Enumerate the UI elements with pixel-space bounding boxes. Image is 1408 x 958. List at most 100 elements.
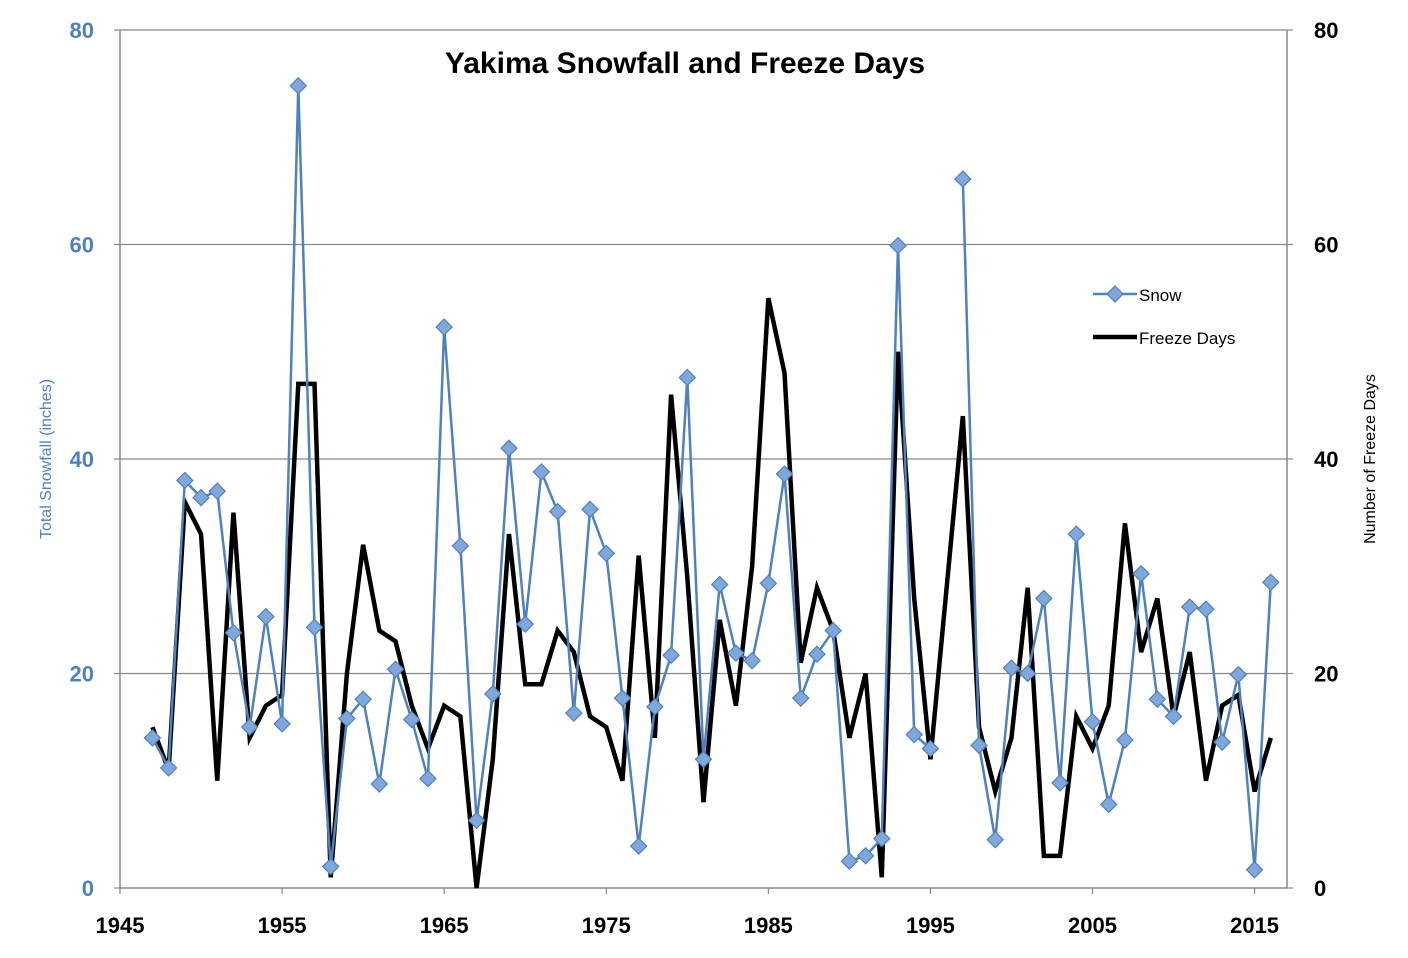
y-right-tick-label: 0 [1314, 876, 1326, 901]
snow-point-1956 [289, 76, 308, 95]
snow-point-1978 [646, 697, 664, 716]
snow-point-1977 [629, 837, 648, 856]
snow-point-2002 [1035, 589, 1053, 608]
axes [114, 29, 1293, 894]
x-tick-label: 1995 [906, 913, 955, 938]
snow-point-1967 [467, 811, 486, 830]
snow-point-1993 [889, 236, 907, 255]
x-tick-label: 1955 [258, 913, 307, 938]
y-right-tick-label: 20 [1314, 662, 1338, 687]
snow-point-1963 [402, 710, 421, 729]
snow-point-1999 [986, 830, 1005, 849]
y-left-tick-label: 80 [70, 18, 94, 43]
snow-point-2007 [1116, 731, 1134, 749]
snow-point-1983 [727, 644, 745, 662]
snow-point-1969 [500, 439, 518, 458]
gridlines [120, 29, 1287, 675]
snow-point-2006 [1099, 795, 1118, 814]
snow-point-1975 [597, 544, 616, 563]
snow-point-1971 [532, 463, 551, 481]
tick-labels: 0 20 40 60 80 0 20 40 60 80 1945 1955 1965 1975 1985 19… [70, 18, 1339, 938]
snow-point-2004 [1067, 525, 1086, 543]
snow-point-1992 [872, 829, 891, 848]
snow-point-1990 [840, 852, 859, 871]
snow-point-2008 [1132, 564, 1150, 583]
snow-point-1952 [224, 623, 243, 642]
snow-point-1974 [581, 500, 599, 519]
freeze-days-line [150, 297, 1273, 889]
snow-point-1965 [435, 318, 454, 336]
y-left-tick-label: 60 [70, 233, 94, 258]
snow-point-1994 [905, 725, 924, 744]
snow-point-1951 [208, 482, 227, 501]
snow-point-2010 [1164, 707, 1183, 726]
y-left-tick-label: 20 [70, 662, 94, 687]
chart-title: Yakima Snowfall and Freeze Days [445, 47, 925, 80]
snow-point-1995 [921, 739, 940, 758]
x-tick-label: 1975 [582, 913, 631, 938]
snow-point-2000 [1002, 659, 1021, 677]
snow-point-1985 [759, 574, 778, 593]
y-right-tick-label: 60 [1314, 233, 1338, 258]
snow-point-1972 [548, 502, 567, 521]
snow-point-1981 [694, 750, 713, 769]
snow-point-1987 [791, 689, 810, 708]
snow-point-1986 [775, 465, 794, 483]
snow-point-2001 [1018, 664, 1037, 683]
snow-point-1957 [305, 618, 324, 637]
x-tick-label: 1945 [96, 913, 145, 938]
snow-point-1953 [240, 718, 259, 736]
snow-point-1979 [662, 646, 680, 665]
snow-point-2003 [1051, 774, 1069, 792]
snow-point-2012 [1197, 600, 1215, 618]
snow-point-1982 [710, 575, 729, 594]
x-tick-label: 1985 [744, 913, 793, 938]
snow-point-2011 [1180, 598, 1199, 616]
snow-point-2009 [1148, 690, 1167, 709]
snow-point-1958 [321, 857, 340, 876]
y-axis-title-left: Total Snowfall (inches) [38, 379, 55, 539]
snow-point-1991 [856, 846, 875, 865]
snow-point-1976 [613, 689, 632, 708]
snow-point-1988 [808, 645, 826, 664]
snow-point-2005 [1083, 712, 1102, 731]
legend: Snow Freeze Days [1093, 285, 1235, 348]
y-axis-title-right: Number of Freeze Days [1362, 374, 1379, 544]
snow-point-1960 [354, 690, 372, 709]
y-right-tick-label: 80 [1314, 18, 1338, 43]
snow-series [143, 76, 1280, 879]
snow-point-2015 [1245, 860, 1264, 879]
snow-point-1964 [419, 769, 437, 788]
y-left-tick-label: 0 [82, 876, 94, 901]
snow-point-1955 [273, 715, 291, 733]
snow-point-1954 [257, 607, 275, 626]
snow-point-1949 [175, 471, 194, 490]
snow-point-1966 [451, 537, 470, 555]
snow-point-1961 [370, 775, 389, 793]
y-right-tick-label: 40 [1314, 447, 1338, 472]
snow-point-1984 [743, 651, 761, 670]
legend-snow-label: Snow [1139, 286, 1182, 305]
snow-point-2014 [1229, 665, 1248, 684]
snow-point-1970 [516, 615, 535, 634]
snow-point-2013 [1213, 733, 1232, 751]
snow-point-1950 [192, 488, 210, 507]
snow-point-1980 [678, 368, 697, 387]
snow-point-1989 [824, 621, 843, 640]
snow-point-1947 [143, 729, 162, 747]
snow-point-1968 [483, 685, 502, 703]
snow-point-1973 [564, 704, 583, 723]
snow-point-1948 [159, 759, 178, 777]
x-tick-label: 1965 [420, 913, 469, 938]
snow-point-1998 [970, 736, 988, 755]
snow-point-1959 [338, 709, 356, 728]
x-tick-label: 2015 [1230, 913, 1279, 938]
freeze-days-series [150, 297, 1273, 889]
legend-snow-marker [1106, 285, 1124, 303]
snow-point-1997 [953, 170, 972, 188]
snow-point-2016 [1261, 573, 1280, 592]
snow-point-1962 [386, 660, 405, 679]
legend-freeze-label: Freeze Days [1139, 329, 1235, 348]
